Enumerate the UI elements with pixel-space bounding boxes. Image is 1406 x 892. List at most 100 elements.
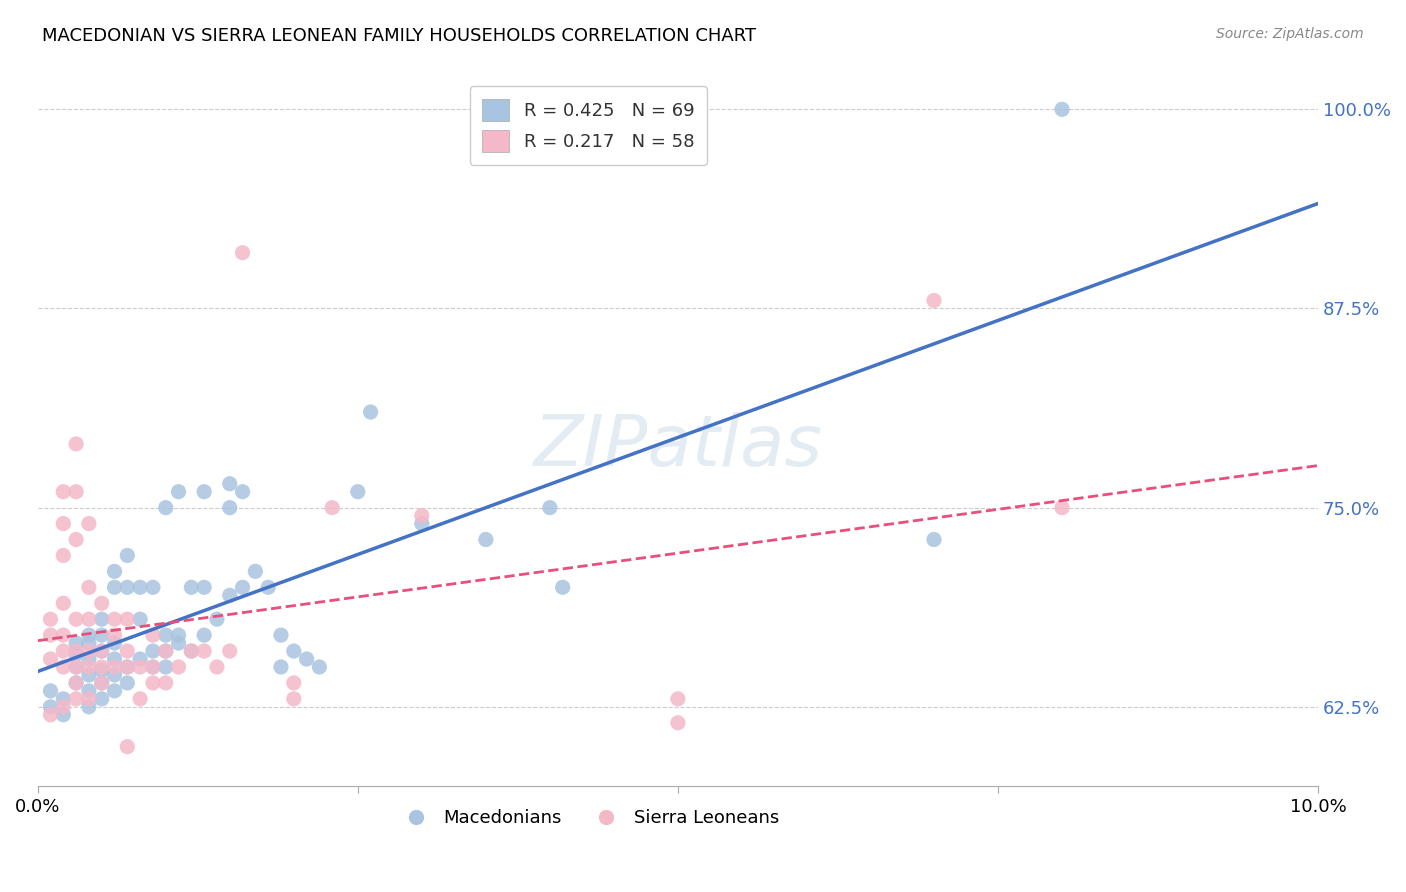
Point xyxy=(167,660,190,674)
Point xyxy=(52,644,75,658)
Point xyxy=(155,500,177,515)
Point xyxy=(77,644,100,658)
Text: MACEDONIAN VS SIERRA LEONEAN FAMILY HOUSEHOLDS CORRELATION CHART: MACEDONIAN VS SIERRA LEONEAN FAMILY HOUS… xyxy=(42,27,756,45)
Point xyxy=(117,644,139,658)
Point xyxy=(270,628,292,642)
Point xyxy=(551,580,574,594)
Point xyxy=(90,628,112,642)
Point xyxy=(65,660,87,674)
Point xyxy=(103,636,125,650)
Point xyxy=(65,676,87,690)
Point xyxy=(218,476,240,491)
Point xyxy=(411,516,433,531)
Point xyxy=(129,612,152,626)
Point xyxy=(142,660,165,674)
Point xyxy=(129,652,152,666)
Point xyxy=(103,684,125,698)
Point xyxy=(52,549,75,563)
Point xyxy=(52,596,75,610)
Point xyxy=(52,484,75,499)
Point xyxy=(65,647,87,661)
Point xyxy=(90,691,112,706)
Point xyxy=(90,676,112,690)
Point xyxy=(218,500,240,515)
Text: Source: ZipAtlas.com: Source: ZipAtlas.com xyxy=(1216,27,1364,41)
Point xyxy=(117,739,139,754)
Point xyxy=(308,660,330,674)
Point xyxy=(39,699,62,714)
Point xyxy=(666,691,689,706)
Point xyxy=(155,644,177,658)
Point xyxy=(77,628,100,642)
Point xyxy=(52,628,75,642)
Point xyxy=(155,644,177,658)
Point xyxy=(1050,103,1073,117)
Point xyxy=(103,612,125,626)
Point xyxy=(52,660,75,674)
Point xyxy=(65,691,87,706)
Point xyxy=(90,644,112,658)
Point xyxy=(90,612,112,626)
Point xyxy=(90,660,112,674)
Point xyxy=(129,691,152,706)
Point xyxy=(155,676,177,690)
Point xyxy=(142,660,165,674)
Point xyxy=(103,565,125,579)
Point xyxy=(167,636,190,650)
Point xyxy=(205,612,228,626)
Point xyxy=(52,516,75,531)
Point xyxy=(39,707,62,722)
Point xyxy=(65,660,87,674)
Point xyxy=(295,652,318,666)
Point xyxy=(218,644,240,658)
Point xyxy=(117,660,139,674)
Point xyxy=(180,580,202,594)
Point xyxy=(155,628,177,642)
Point xyxy=(103,628,125,642)
Point xyxy=(77,612,100,626)
Point xyxy=(142,628,165,642)
Point xyxy=(475,533,498,547)
Point xyxy=(103,580,125,594)
Point xyxy=(77,699,100,714)
Point xyxy=(90,676,112,690)
Point xyxy=(193,628,215,642)
Point xyxy=(180,644,202,658)
Point xyxy=(103,668,125,682)
Point xyxy=(283,691,305,706)
Point xyxy=(142,580,165,594)
Point xyxy=(180,644,202,658)
Point xyxy=(39,612,62,626)
Point xyxy=(39,684,62,698)
Point xyxy=(1050,500,1073,515)
Point xyxy=(142,644,165,658)
Point xyxy=(232,580,254,594)
Point xyxy=(232,484,254,499)
Point xyxy=(65,437,87,451)
Point xyxy=(193,580,215,594)
Point xyxy=(270,660,292,674)
Point xyxy=(205,660,228,674)
Point xyxy=(922,533,945,547)
Point xyxy=(65,676,87,690)
Point xyxy=(346,484,368,499)
Point xyxy=(65,533,87,547)
Point xyxy=(117,660,139,674)
Point xyxy=(65,484,87,499)
Point xyxy=(77,636,100,650)
Point xyxy=(90,644,112,658)
Point xyxy=(321,500,343,515)
Point xyxy=(77,516,100,531)
Point xyxy=(360,405,382,419)
Point xyxy=(52,699,75,714)
Point xyxy=(77,580,100,594)
Point xyxy=(39,652,62,666)
Point xyxy=(283,644,305,658)
Point xyxy=(117,676,139,690)
Text: ZIPatlas: ZIPatlas xyxy=(533,411,823,481)
Point xyxy=(65,612,87,626)
Point xyxy=(218,588,240,602)
Point xyxy=(666,715,689,730)
Point xyxy=(411,508,433,523)
Point xyxy=(117,580,139,594)
